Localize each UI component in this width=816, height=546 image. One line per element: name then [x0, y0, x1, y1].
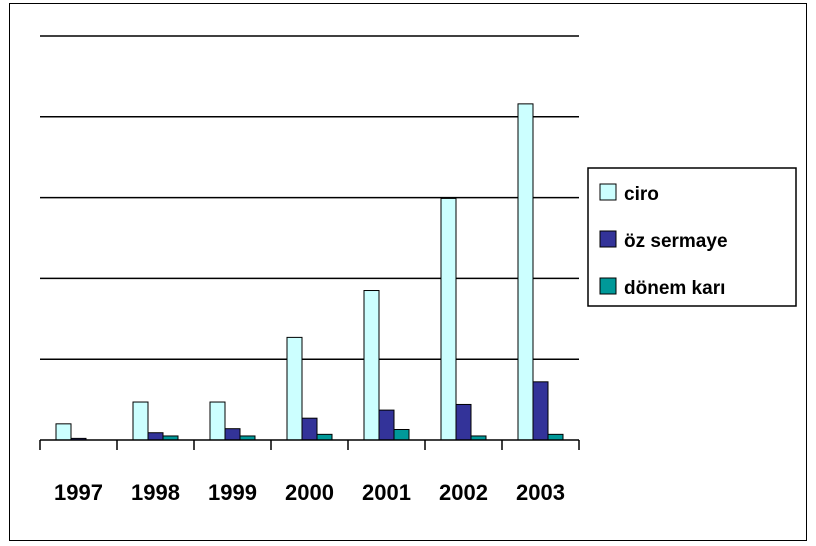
bar-ciro-1998 [132, 401, 149, 441]
bar-dönem-karı-2000 [316, 433, 333, 441]
x-tick-label: 2000 [285, 480, 334, 505]
bar-öz-sermaye-2001 [378, 409, 395, 441]
x-tick-labels: 1997 1998 1999 2000 2001 2002 2003 [54, 480, 565, 505]
legend-swatch-oz-sermaye [599, 230, 617, 248]
bar-chart: 1997 1998 1999 2000 2001 2002 2003 ciro öz ser… [39, 35, 797, 505]
legend-swatch-donem-kari [599, 277, 617, 295]
bar-ciro-2003 [517, 103, 534, 441]
bar-öz-sermaye-2000 [301, 417, 318, 441]
bar-ciro-1999 [209, 401, 226, 441]
bars [55, 103, 564, 441]
bar-ciro-1997 [55, 423, 72, 441]
x-tick-label: 2001 [362, 480, 411, 505]
x-tick-label: 2003 [516, 480, 565, 505]
legend: ciro öz sermaye dönem karı [587, 167, 797, 307]
bar-dönem-karı-2001 [393, 428, 410, 441]
bar-ciro-2001 [363, 290, 380, 441]
legend-label-oz-sermaye: öz sermaye [624, 231, 728, 252]
legend-label-ciro: ciro [624, 184, 659, 205]
bar-ciro-2002 [440, 197, 457, 441]
x-tick-label: 1997 [54, 480, 103, 505]
legend-label-donem-kari: dönem karı [624, 278, 725, 299]
bar-öz-sermaye-1998 [147, 432, 164, 441]
bar-öz-sermaye-2003 [532, 381, 549, 441]
bar-öz-sermaye-1999 [224, 428, 241, 441]
x-tick-label: 1999 [208, 480, 257, 505]
x-axis [39, 439, 580, 450]
gridlines [40, 35, 579, 360]
bar-öz-sermaye-2002 [455, 403, 472, 441]
chart-frame: 1997 1998 1999 2000 2001 2002 2003 ciro öz ser… [9, 3, 807, 541]
x-tick-label: 1998 [131, 480, 180, 505]
legend-box [587, 167, 797, 307]
bar-dönem-karı-2003 [547, 433, 564, 441]
legend-swatch-ciro [599, 183, 617, 201]
bar-ciro-2000 [286, 336, 303, 441]
x-tick-label: 2002 [439, 480, 488, 505]
